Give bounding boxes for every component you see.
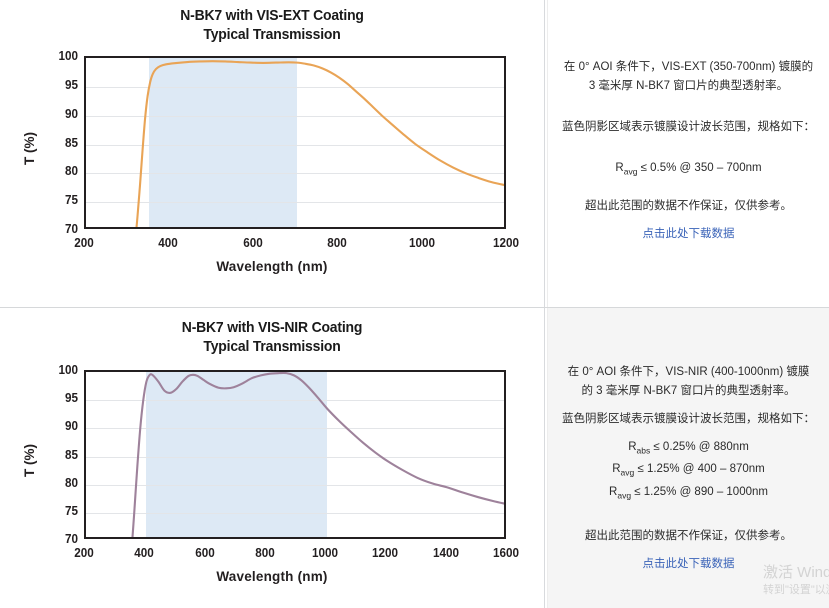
- chart-title-vis-nir: N-BK7 with VIS-NIR Coating Typical Trans…: [19, 308, 525, 356]
- shaded-region-note: 蓝色阴影区域表示镀膜设计波长范围，规格如下：: [562, 121, 815, 133]
- gridline: [86, 202, 504, 204]
- x-axis-tick-label: 1000: [312, 545, 339, 560]
- chart-title-line1: N-BK7 with VIS-EXT Coating: [180, 7, 364, 24]
- gridline: [86, 400, 504, 402]
- chart-title-vis-ext: N-BK7 with VIS-EXT Coating Typical Trans…: [19, 0, 525, 44]
- section-vis-nir: N-BK7 with VIS-NIR Coating Typical Trans…: [0, 308, 829, 608]
- section-vertical-divider-shadow: [547, 308, 548, 608]
- y-axis-tick-label: 90: [64, 418, 78, 434]
- x-axis-tick-label: 1200: [492, 235, 520, 250]
- transmission-curve: [135, 60, 504, 227]
- y-axis-tick-label: 70: [64, 531, 78, 546]
- chart-pane-vis-ext: N-BK7 with VIS-EXT Coating Typical Trans…: [0, 0, 544, 308]
- spec-line: Ravg ≤ 0.5% @ 350 – 700nm: [615, 162, 762, 177]
- out-of-range-note: 超出此范围的数据不作保证，仅供参考。: [585, 200, 792, 213]
- x-axis-tick-label: 1600: [492, 545, 520, 560]
- chart-title-line2: Typical Transmission: [203, 338, 341, 355]
- section-vertical-divider-shadow: [547, 0, 548, 308]
- design-wavelength-shaded-band: [146, 372, 328, 537]
- x-axis-label: Wavelength (nm): [216, 569, 328, 584]
- y-axis-tick-label: 75: [64, 502, 78, 518]
- chart-title-line1: N-BK7 with VIS-NIR Coating: [181, 319, 363, 336]
- y-axis-tick-label: 95: [64, 390, 78, 406]
- description-paragraph: 在 0° AOI 条件下，VIS-NIR (400-1000nm) 镀膜的 3 …: [567, 366, 810, 397]
- gridline: [86, 428, 504, 430]
- text-pane-vis-nir: 在 0° AOI 条件下，VIS-NIR (400-1000nm) 镀膜的 3 …: [548, 308, 829, 608]
- y-axis-tick-label: 80: [64, 474, 78, 490]
- x-axis-tick-label: 800: [327, 235, 347, 250]
- gridline: [86, 115, 504, 117]
- y-axis-tick-label: 100: [58, 362, 78, 377]
- y-axis-tick-label: 85: [64, 134, 78, 150]
- x-axis-tick-label: 400: [158, 235, 179, 250]
- gridline: [86, 456, 504, 458]
- gridline: [86, 173, 504, 175]
- plot-area-vis-nir: 70 75 80 85 90 95 100 200 400 600 800 1000 1200 1400 1…: [0, 356, 544, 604]
- y-axis-tick-label: 95: [64, 76, 78, 92]
- x-axis-tick-label: 200: [74, 235, 94, 250]
- x-axis-tick-label: 1000: [408, 235, 435, 250]
- plot-frame: [84, 56, 506, 229]
- plot-frame: [84, 370, 506, 539]
- gridline: [86, 144, 504, 146]
- x-axis-tick-label: 400: [134, 545, 155, 560]
- section-vertical-divider: [544, 308, 545, 608]
- y-axis-tick-label: 100: [58, 48, 78, 63]
- section-vertical-divider: [544, 0, 545, 308]
- chart-pane-vis-nir: N-BK7 with VIS-NIR Coating Typical Trans…: [0, 308, 544, 608]
- x-axis-tick-label: 600: [243, 235, 263, 250]
- watermark-line2: 转到"设置"以激活 Windows: [763, 584, 829, 596]
- design-wavelength-shaded-band: [149, 58, 297, 227]
- x-axis-tick-label: 800: [255, 545, 275, 560]
- x-axis-tick-label: 1400: [432, 545, 459, 560]
- x-axis-label: Wavelength (nm): [216, 259, 328, 274]
- y-axis-tick-label: 75: [64, 192, 78, 208]
- section-vis-ext: N-BK7 with VIS-EXT Coating Typical Trans…: [0, 0, 829, 308]
- transmission-curve-svg: [135, 60, 504, 227]
- spec-line: Ravg ≤ 1.25% @ 400 – 870nm: [612, 463, 765, 478]
- gridline: [86, 484, 504, 486]
- y-axis-tick-label: 90: [64, 105, 78, 121]
- text-pane-vis-ext: 在 0° AOI 条件下，VIS-EXT (350-700nm) 镀膜的 3 毫…: [548, 0, 829, 308]
- chart-title-line2: Typical Transmission: [203, 26, 341, 43]
- gridline: [86, 512, 504, 514]
- description-paragraph: 在 0° AOI 条件下，VIS-EXT (350-700nm) 镀膜的 3 毫…: [563, 61, 814, 92]
- x-axis-tick-label: 600: [194, 545, 215, 560]
- spec-line: Ravg ≤ 1.25% @ 890 – 1000nm: [609, 485, 768, 500]
- out-of-range-note: 超出此范围的数据不作保证，仅供参考。: [585, 529, 792, 542]
- gridline: [86, 86, 504, 88]
- download-data-link[interactable]: 点击此处下载数据: [642, 228, 735, 241]
- y-axis-tick-label: 70: [64, 221, 78, 236]
- spec-line: Rabs ≤ 0.25% @ 880nm: [628, 441, 749, 456]
- x-axis-tick-label: 1200: [372, 545, 399, 560]
- y-axis-tick-label: 85: [64, 446, 78, 462]
- y-axis-tick-label: 80: [64, 163, 78, 179]
- shaded-region-note: 蓝色阴影区域表示镀膜设计波长范围，规格如下：: [562, 413, 815, 425]
- y-axis-label: T (%): [22, 443, 37, 477]
- transmission-curve-svg: [131, 372, 504, 537]
- spec-list-vis-nir: Rabs ≤ 0.25% @ 880nm Ravg ≤ 1.25% @ 400 –…: [562, 438, 815, 505]
- transmission-curve: [131, 372, 504, 537]
- download-data-link[interactable]: 点击此处下载数据: [642, 557, 735, 570]
- section-horizontal-divider: [0, 307, 829, 308]
- plot-area-vis-ext: 70 75 80 85 90 95 100 200 400 600 800 1000 1200 T (%)…: [0, 44, 544, 299]
- y-axis-label: T (%): [22, 131, 37, 165]
- x-axis-tick-label: 200: [74, 545, 94, 560]
- spec-list-vis-ext: Ravg ≤ 0.5% @ 350 – 700nm: [562, 159, 815, 181]
